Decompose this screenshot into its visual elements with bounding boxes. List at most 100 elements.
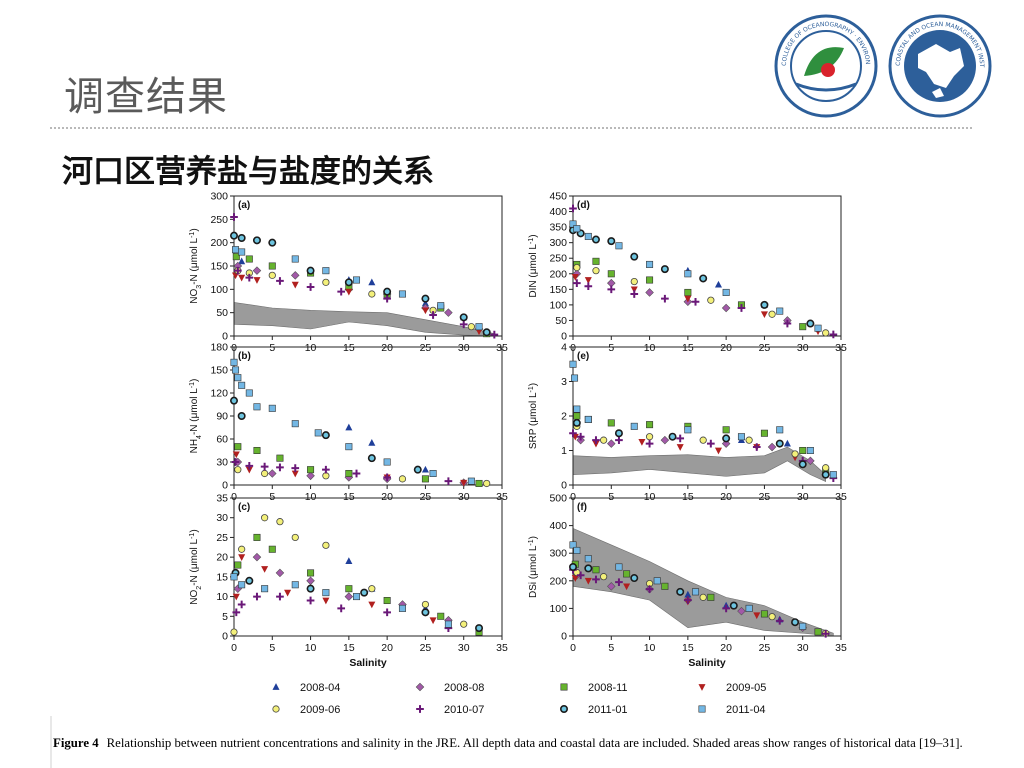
data-point — [684, 270, 692, 278]
data-point — [660, 265, 669, 274]
data-point — [245, 576, 254, 585]
data-point — [607, 285, 616, 294]
y-tick-label: 0 — [222, 480, 228, 492]
series-2010-07 — [231, 458, 453, 486]
y-tick-label: 150 — [549, 284, 567, 296]
data-point — [737, 606, 746, 616]
data-point — [584, 277, 592, 284]
y-tick-label: 2 — [561, 411, 567, 423]
data-point — [776, 426, 784, 434]
figure-caption: Figure 4 Relationship between nutrient co… — [53, 736, 983, 750]
data-point — [232, 253, 240, 261]
data-point — [398, 475, 407, 483]
data-point — [230, 628, 238, 636]
data-point — [291, 470, 299, 478]
data-point — [821, 629, 830, 638]
data-point — [607, 582, 616, 591]
data-point — [714, 447, 723, 455]
legend-label: 2010-07 — [444, 704, 484, 716]
data-point — [383, 287, 392, 296]
y-tick-label: 5 — [222, 611, 228, 623]
data-point — [475, 323, 483, 331]
data-point — [653, 577, 661, 585]
legend-marker — [698, 684, 706, 691]
x-tick-label: 15 — [343, 642, 355, 654]
y-tick-label: 150 — [210, 365, 228, 377]
x-tick-label: 0 — [570, 491, 576, 503]
y-tick-label: 200 — [210, 237, 228, 249]
data-point — [252, 552, 262, 562]
data-point — [475, 479, 483, 487]
data-point — [345, 423, 353, 431]
data-point — [233, 266, 242, 275]
x-tick-label: 10 — [305, 642, 317, 654]
y-tick-label: 3 — [561, 376, 567, 388]
y-tick-label: 100 — [549, 603, 567, 615]
data-point — [306, 584, 315, 593]
chart-legend: 2008-04 2008-08 2008-11 2009-05 2009-06 2010-… — [272, 682, 766, 716]
data-point — [421, 299, 429, 307]
data-point — [275, 568, 285, 578]
data-point — [345, 585, 353, 593]
data-point — [345, 443, 353, 451]
series-2009-06 — [234, 466, 491, 488]
legend-label: 2009-06 — [300, 704, 340, 716]
data-point — [821, 470, 830, 479]
data-point — [322, 589, 330, 597]
data-point — [353, 276, 361, 284]
data-point — [398, 604, 406, 612]
x-tick-label: 15 — [343, 491, 355, 503]
data-point — [238, 545, 246, 553]
y-axis-label: NO3-N (μmol L-1) — [189, 228, 203, 303]
legend-marker — [560, 683, 568, 691]
y-tick-label: 150 — [210, 261, 228, 273]
data-point — [600, 573, 608, 581]
y-axis-label: NH4-N (μmol L-1) — [189, 379, 203, 454]
data-point — [368, 585, 376, 593]
legend-label: 2008-04 — [300, 682, 340, 694]
data-point — [799, 323, 807, 331]
series-2011-04 — [569, 220, 822, 332]
y-tick-label: 100 — [549, 299, 567, 311]
data-point — [573, 405, 581, 413]
data-point — [592, 440, 600, 448]
x-tick-label: 25 — [759, 491, 771, 503]
series-2011-04 — [232, 246, 483, 331]
data-point — [783, 439, 791, 447]
data-point — [268, 271, 276, 279]
y-tick-label: 10 — [216, 591, 228, 603]
panel-label: (d) — [577, 200, 590, 211]
legend-marker — [415, 682, 425, 692]
data-point — [238, 554, 246, 561]
data-point — [337, 604, 346, 613]
data-point — [234, 443, 242, 451]
data-point — [614, 429, 623, 438]
data-point — [668, 432, 677, 441]
y-tick-label: 50 — [216, 307, 228, 319]
series-2011-04 — [569, 541, 807, 630]
data-point — [615, 578, 623, 587]
data-point — [569, 541, 577, 549]
series-2009-06 — [573, 422, 830, 472]
data-point — [676, 587, 685, 596]
legend-marker — [559, 704, 568, 713]
data-point — [660, 435, 670, 445]
data-point — [230, 231, 239, 240]
data-point — [231, 458, 240, 466]
data-point — [353, 593, 361, 601]
data-point — [260, 462, 269, 471]
x-tick-label: 35 — [496, 491, 508, 503]
data-point — [268, 404, 276, 412]
data-point — [768, 310, 776, 318]
x-tick-label: 30 — [458, 491, 470, 503]
panel-label: (a) — [238, 200, 250, 211]
legend-label: 2011-01 — [588, 704, 628, 716]
data-point — [806, 446, 814, 454]
y-tick-label: 60 — [216, 434, 228, 446]
data-point — [383, 597, 391, 605]
series-2011-01 — [572, 418, 830, 479]
x-tick-label: 0 — [570, 642, 576, 654]
data-point — [429, 617, 437, 625]
data-point — [760, 300, 769, 309]
